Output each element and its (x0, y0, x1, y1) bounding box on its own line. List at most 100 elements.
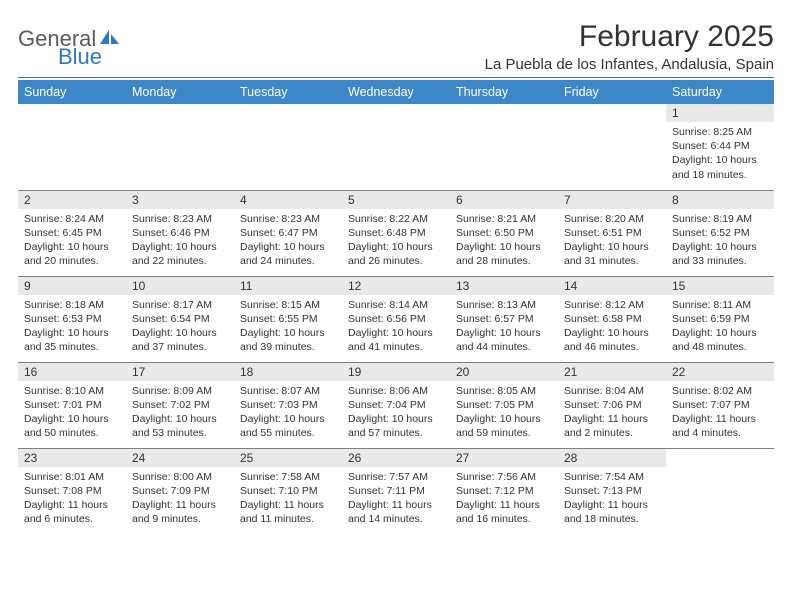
calendar-day-cell: 21 Sunrise: 8:04 AMSunset: 7:06 PMDayligh… (558, 362, 666, 448)
day-number: 28 (558, 449, 666, 467)
weekday-row: SundayMondayTuesdayWednesdayThursdayFrid… (18, 80, 774, 104)
day-info: Sunrise: 8:05 AMSunset: 7:05 PMDaylight:… (456, 384, 552, 441)
location-subtitle: La Puebla de los Infantes, Andalusia, Sp… (485, 56, 774, 73)
day-number: 19 (342, 363, 450, 381)
day-info: Sunrise: 8:11 AMSunset: 6:59 PMDaylight:… (672, 298, 768, 355)
day-info: Sunrise: 8:13 AMSunset: 6:57 PMDaylight:… (456, 298, 552, 355)
day-info: Sunrise: 8:21 AMSunset: 6:50 PMDaylight:… (456, 212, 552, 269)
weekday-header: Monday (126, 80, 234, 104)
calendar-day-cell: 23 Sunrise: 8:01 AMSunset: 7:08 PMDayligh… (18, 448, 126, 534)
day-number: 17 (126, 363, 234, 381)
day-number: 7 (558, 191, 666, 209)
day-number: 22 (666, 363, 774, 381)
day-info: Sunrise: 8:02 AMSunset: 7:07 PMDaylight:… (672, 384, 768, 441)
calendar-head: SundayMondayTuesdayWednesdayThursdayFrid… (18, 80, 774, 104)
calendar-day-cell (234, 104, 342, 190)
calendar-day-cell: 22 Sunrise: 8:02 AMSunset: 7:07 PMDayligh… (666, 362, 774, 448)
day-number: 25 (234, 449, 342, 467)
day-info: Sunrise: 8:17 AMSunset: 6:54 PMDaylight:… (132, 298, 228, 355)
brand-part2: Blue (58, 44, 102, 69)
calendar-day-cell: 9 Sunrise: 8:18 AMSunset: 6:53 PMDaylight… (18, 276, 126, 362)
calendar-week-row: 1 Sunrise: 8:25 AMSunset: 6:44 PMDaylight… (18, 104, 774, 190)
day-info: Sunrise: 8:20 AMSunset: 6:51 PMDaylight:… (564, 212, 660, 269)
day-number: 20 (450, 363, 558, 381)
calendar-day-cell: 2 Sunrise: 8:24 AMSunset: 6:45 PMDaylight… (18, 190, 126, 276)
day-info: Sunrise: 8:24 AMSunset: 6:45 PMDaylight:… (24, 212, 120, 269)
day-number: 21 (558, 363, 666, 381)
day-number: 27 (450, 449, 558, 467)
calendar-day-cell: 1 Sunrise: 8:25 AMSunset: 6:44 PMDaylight… (666, 104, 774, 190)
brand-sail-icon (100, 28, 120, 51)
calendar-day-cell: 14 Sunrise: 8:12 AMSunset: 6:58 PMDayligh… (558, 276, 666, 362)
calendar-day-cell: 18 Sunrise: 8:07 AMSunset: 7:03 PMDayligh… (234, 362, 342, 448)
calendar-day-cell: 26Sunrise: 7:57 AMSunset: 7:11 PMDayligh… (342, 448, 450, 534)
day-info: Sunrise: 8:06 AMSunset: 7:04 PMDaylight:… (348, 384, 444, 441)
weekday-header: Sunday (18, 80, 126, 104)
page-header: General February 2025 La Puebla de los I… (18, 20, 774, 73)
calendar-day-cell: 15 Sunrise: 8:11 AMSunset: 6:59 PMDayligh… (666, 276, 774, 362)
day-info: Sunrise: 8:01 AMSunset: 7:08 PMDaylight:… (24, 470, 120, 527)
calendar-day-cell: 24 Sunrise: 8:00 AMSunset: 7:09 PMDayligh… (126, 448, 234, 534)
weekday-header: Wednesday (342, 80, 450, 104)
calendar-table: SundayMondayTuesdayWednesdayThursdayFrid… (18, 80, 774, 534)
calendar-day-cell: 25Sunrise: 7:58 AMSunset: 7:10 PMDayligh… (234, 448, 342, 534)
calendar-day-cell: 17Sunrise: 8:09 AMSunset: 7:02 PMDayligh… (126, 362, 234, 448)
day-number: 18 (234, 363, 342, 381)
header-rule (18, 77, 774, 78)
day-info: Sunrise: 8:15 AMSunset: 6:55 PMDaylight:… (240, 298, 336, 355)
day-info: Sunrise: 7:57 AMSunset: 7:11 PMDaylight:… (348, 470, 444, 527)
calendar-week-row: 9 Sunrise: 8:18 AMSunset: 6:53 PMDaylight… (18, 276, 774, 362)
calendar-week-row: 2 Sunrise: 8:24 AMSunset: 6:45 PMDaylight… (18, 190, 774, 276)
calendar-body: 1 Sunrise: 8:25 AMSunset: 6:44 PMDaylight… (18, 104, 774, 534)
weekday-header: Friday (558, 80, 666, 104)
day-info: Sunrise: 7:54 AMSunset: 7:13 PMDaylight:… (564, 470, 660, 527)
day-info: Sunrise: 8:10 AMSunset: 7:01 PMDaylight:… (24, 384, 120, 441)
day-number: 15 (666, 277, 774, 295)
calendar-day-cell: 10 Sunrise: 8:17 AMSunset: 6:54 PMDayligh… (126, 276, 234, 362)
calendar-day-cell: 12 Sunrise: 8:14 AMSunset: 6:56 PMDayligh… (342, 276, 450, 362)
month-title: February 2025 (485, 20, 774, 54)
calendar-day-cell: 8Sunrise: 8:19 AMSunset: 6:52 PMDaylight… (666, 190, 774, 276)
day-number: 6 (450, 191, 558, 209)
calendar-day-cell (342, 104, 450, 190)
day-number: 10 (126, 277, 234, 295)
day-number: 3 (126, 191, 234, 209)
calendar-day-cell: 16Sunrise: 8:10 AMSunset: 7:01 PMDayligh… (18, 362, 126, 448)
weekday-header: Tuesday (234, 80, 342, 104)
day-number: 12 (342, 277, 450, 295)
day-number: 1 (666, 104, 774, 122)
day-number: 13 (450, 277, 558, 295)
day-number: 4 (234, 191, 342, 209)
day-number: 11 (234, 277, 342, 295)
day-info: Sunrise: 8:23 AMSunset: 6:46 PMDaylight:… (132, 212, 228, 269)
day-info: Sunrise: 8:00 AMSunset: 7:09 PMDaylight:… (132, 470, 228, 527)
calendar-day-cell: 13 Sunrise: 8:13 AMSunset: 6:57 PMDayligh… (450, 276, 558, 362)
day-number: 2 (18, 191, 126, 209)
calendar-day-cell: 3 Sunrise: 8:23 AMSunset: 6:46 PMDaylight… (126, 190, 234, 276)
calendar-day-cell (18, 104, 126, 190)
day-info: Sunrise: 7:56 AMSunset: 7:12 PMDaylight:… (456, 470, 552, 527)
title-block: February 2025 La Puebla de los Infantes,… (485, 20, 774, 73)
day-number: 24 (126, 449, 234, 467)
calendar-day-cell (666, 448, 774, 534)
day-info: Sunrise: 8:07 AMSunset: 7:03 PMDaylight:… (240, 384, 336, 441)
calendar-page: General February 2025 La Puebla de los I… (0, 0, 792, 544)
day-info: Sunrise: 8:12 AMSunset: 6:58 PMDaylight:… (564, 298, 660, 355)
calendar-day-cell (558, 104, 666, 190)
day-number: 8 (666, 191, 774, 209)
calendar-day-cell: 11 Sunrise: 8:15 AMSunset: 6:55 PMDayligh… (234, 276, 342, 362)
calendar-day-cell: 6 Sunrise: 8:21 AMSunset: 6:50 PMDaylight… (450, 190, 558, 276)
day-info: Sunrise: 8:25 AMSunset: 6:44 PMDaylight:… (672, 125, 768, 182)
day-number: 14 (558, 277, 666, 295)
calendar-day-cell: 5Sunrise: 8:22 AMSunset: 6:48 PMDaylight… (342, 190, 450, 276)
day-number: 23 (18, 449, 126, 467)
calendar-day-cell: 28 Sunrise: 7:54 AMSunset: 7:13 PMDayligh… (558, 448, 666, 534)
calendar-week-row: 23 Sunrise: 8:01 AMSunset: 7:08 PMDayligh… (18, 448, 774, 534)
calendar-week-row: 16Sunrise: 8:10 AMSunset: 7:01 PMDayligh… (18, 362, 774, 448)
day-number: 9 (18, 277, 126, 295)
brand-part2-wrap: Blue (18, 44, 102, 70)
day-info: Sunrise: 8:18 AMSunset: 6:53 PMDaylight:… (24, 298, 120, 355)
calendar-day-cell: 4Sunrise: 8:23 AMSunset: 6:47 PMDaylight… (234, 190, 342, 276)
day-info: Sunrise: 8:04 AMSunset: 7:06 PMDaylight:… (564, 384, 660, 441)
day-info: Sunrise: 8:14 AMSunset: 6:56 PMDaylight:… (348, 298, 444, 355)
